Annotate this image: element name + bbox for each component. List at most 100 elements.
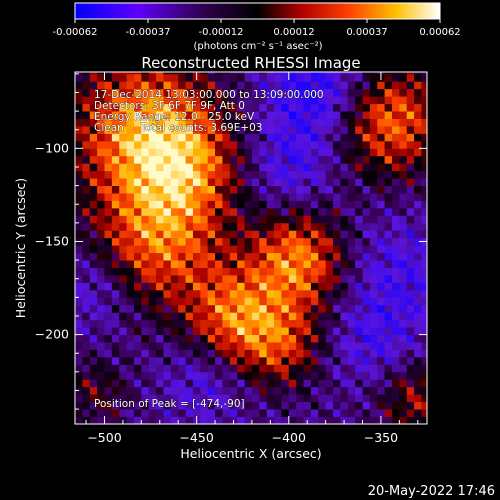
heatmap-cell bbox=[126, 200, 135, 209]
heatmap-cell bbox=[104, 319, 113, 328]
heatmap-cell bbox=[75, 185, 83, 194]
heatmap-cell bbox=[310, 327, 319, 336]
heatmap-cell bbox=[156, 81, 164, 90]
heatmap-cell bbox=[215, 200, 223, 209]
heatmap-cell bbox=[75, 193, 83, 201]
heatmap-cell bbox=[369, 416, 378, 424]
heatmap-cell bbox=[75, 289, 83, 298]
heatmap-cell bbox=[170, 207, 179, 216]
heatmap-cell bbox=[185, 260, 194, 268]
heatmap-cell bbox=[281, 178, 290, 187]
heatmap-cell bbox=[384, 111, 393, 119]
heatmap-cell bbox=[192, 386, 201, 395]
heatmap-cell bbox=[141, 148, 150, 157]
heatmap-cell bbox=[347, 237, 356, 246]
heatmap-cell bbox=[355, 386, 363, 395]
heatmap-cell bbox=[384, 342, 393, 350]
heatmap-cell bbox=[156, 200, 164, 209]
heatmap-cell bbox=[421, 297, 427, 306]
heatmap-cell bbox=[266, 267, 275, 276]
heatmap-cell bbox=[281, 371, 290, 380]
heatmap-cell bbox=[207, 96, 216, 105]
heatmap-cell bbox=[200, 81, 209, 90]
heatmap-cell bbox=[362, 349, 371, 358]
heatmap-cell bbox=[185, 178, 194, 187]
heatmap-cell bbox=[126, 88, 135, 97]
heatmap-cell bbox=[296, 185, 304, 194]
heatmap-cell bbox=[266, 215, 275, 224]
heatmap-cell bbox=[148, 275, 157, 283]
heatmap-cell bbox=[97, 148, 105, 157]
heatmap-cell bbox=[355, 193, 363, 201]
heatmap-cell bbox=[141, 394, 150, 403]
heatmap-cell bbox=[148, 200, 157, 209]
heatmap-cell bbox=[259, 275, 268, 283]
heatmap-cell bbox=[266, 73, 275, 82]
heatmap-cell bbox=[318, 252, 327, 261]
heatmap-cell bbox=[347, 170, 356, 179]
heatmap-cell bbox=[222, 111, 231, 119]
heatmap-cell bbox=[310, 81, 319, 90]
heatmap-cell bbox=[237, 282, 245, 291]
heatmap-cell bbox=[406, 73, 415, 82]
heatmap-cell bbox=[170, 185, 179, 194]
heatmap-cell bbox=[377, 118, 386, 127]
heatmap-cell bbox=[391, 245, 400, 254]
heatmap-cell bbox=[75, 379, 83, 388]
heatmap-cell bbox=[185, 289, 194, 298]
heatmap-cell bbox=[333, 371, 341, 380]
heatmap-cell bbox=[237, 148, 245, 157]
heatmap-cell bbox=[310, 334, 319, 343]
heatmap-cell bbox=[377, 386, 386, 395]
heatmap-cell bbox=[89, 252, 98, 261]
heatmap-cell bbox=[333, 334, 341, 343]
heatmap-cell bbox=[391, 133, 400, 142]
heatmap-cell bbox=[89, 312, 98, 321]
heatmap-cell bbox=[347, 334, 356, 343]
heatmap-cell bbox=[133, 282, 142, 291]
heatmap-cell bbox=[207, 409, 216, 417]
heatmap-cell bbox=[237, 386, 245, 395]
heatmap-cell bbox=[399, 386, 408, 395]
heatmap-cell bbox=[178, 148, 186, 157]
heatmap-cell bbox=[97, 185, 105, 194]
heatmap-cell bbox=[207, 386, 216, 395]
heatmap-cell bbox=[82, 193, 91, 201]
heatmap-cell bbox=[347, 304, 356, 313]
heatmap-cell bbox=[421, 342, 427, 350]
heatmap-cell bbox=[237, 81, 245, 90]
heatmap-cell bbox=[82, 200, 91, 209]
heatmap-cell bbox=[251, 312, 260, 321]
heatmap-cell bbox=[406, 237, 415, 246]
heatmap-cell bbox=[414, 215, 422, 224]
heatmap-cell bbox=[104, 282, 113, 291]
heatmap-cell bbox=[163, 222, 172, 231]
heatmap-cell bbox=[104, 185, 113, 194]
heatmap-cell bbox=[244, 275, 253, 283]
heatmap-cell bbox=[170, 140, 179, 149]
heatmap-cell bbox=[222, 118, 231, 127]
heatmap-cell bbox=[274, 334, 282, 343]
heatmap-cell bbox=[288, 148, 297, 157]
heatmap-cell bbox=[229, 409, 238, 417]
heatmap-cell bbox=[251, 155, 260, 164]
heatmap-cell bbox=[104, 394, 113, 403]
heatmap-cell bbox=[333, 312, 341, 321]
heatmap-cell bbox=[222, 178, 231, 187]
heatmap-cell bbox=[104, 155, 113, 164]
heatmap-cell bbox=[355, 409, 363, 417]
heatmap-cell bbox=[369, 170, 378, 179]
heatmap-cell bbox=[185, 319, 194, 328]
heatmap-cell bbox=[75, 252, 83, 261]
heatmap-cell bbox=[288, 342, 297, 350]
heatmap-cell bbox=[222, 185, 231, 194]
heatmap-cell bbox=[163, 72, 172, 75]
heatmap-cell bbox=[414, 282, 422, 291]
heatmap-cell bbox=[340, 178, 349, 187]
heatmap-cell bbox=[222, 275, 231, 283]
y-tick-label: −100 bbox=[35, 140, 69, 155]
heatmap-cell bbox=[333, 289, 341, 298]
heatmap-cell bbox=[237, 401, 245, 410]
heatmap-cell bbox=[163, 185, 172, 194]
heatmap-cell bbox=[399, 133, 408, 142]
